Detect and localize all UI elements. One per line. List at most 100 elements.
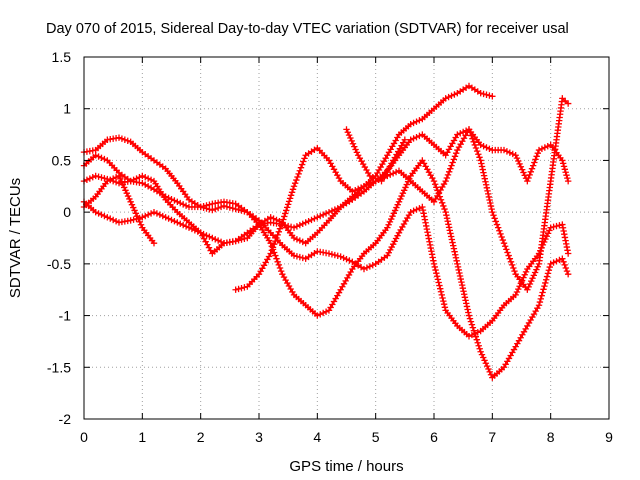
data-point bbox=[525, 174, 532, 182]
data-point bbox=[454, 131, 461, 138]
data-point bbox=[407, 121, 414, 128]
data-point bbox=[527, 168, 535, 176]
data-point bbox=[269, 244, 277, 251]
data-point bbox=[354, 185, 362, 193]
data-point bbox=[117, 175, 124, 183]
data-point bbox=[538, 292, 545, 299]
data-point bbox=[477, 141, 484, 149]
data-point bbox=[296, 221, 304, 229]
data-point bbox=[98, 211, 105, 218]
data-point bbox=[299, 220, 306, 227]
data-point bbox=[385, 249, 392, 256]
data-point bbox=[290, 234, 298, 242]
data-point bbox=[448, 236, 456, 243]
data-point bbox=[544, 270, 552, 277]
data-point bbox=[209, 206, 216, 214]
data-point bbox=[493, 221, 501, 228]
data-point bbox=[273, 234, 280, 242]
data-point bbox=[299, 254, 306, 262]
data-point bbox=[203, 232, 210, 239]
data-point bbox=[200, 230, 207, 238]
data-point bbox=[214, 237, 222, 244]
data-point bbox=[559, 160, 567, 167]
data-point bbox=[480, 90, 487, 98]
data-point bbox=[101, 212, 108, 220]
y-tick-label: -1.5 bbox=[47, 359, 71, 375]
data-point bbox=[360, 265, 368, 273]
data-point bbox=[500, 146, 508, 154]
data-point bbox=[488, 205, 495, 213]
data-point bbox=[369, 174, 376, 181]
data-point bbox=[465, 309, 472, 316]
data-point bbox=[290, 252, 298, 259]
data-point bbox=[392, 168, 400, 176]
data-point bbox=[348, 137, 355, 145]
data-point bbox=[334, 205, 341, 212]
data-point bbox=[206, 233, 213, 240]
data-point bbox=[132, 210, 140, 217]
data-point bbox=[319, 309, 327, 317]
data-point bbox=[127, 217, 134, 224]
data-point bbox=[410, 135, 417, 142]
data-point bbox=[560, 258, 567, 265]
data-point bbox=[506, 255, 514, 262]
data-point bbox=[413, 118, 420, 125]
data-point bbox=[300, 158, 307, 165]
data-point bbox=[156, 211, 164, 218]
data-point bbox=[293, 176, 300, 184]
data-point bbox=[469, 135, 476, 142]
data-point bbox=[439, 294, 446, 302]
data-point bbox=[289, 186, 297, 193]
data-point bbox=[477, 90, 484, 97]
data-point bbox=[302, 219, 309, 226]
data-point bbox=[468, 132, 475, 139]
data-point bbox=[472, 144, 480, 152]
data-point bbox=[501, 243, 509, 250]
data-point bbox=[456, 269, 463, 277]
data-point bbox=[559, 255, 566, 262]
data-point bbox=[470, 138, 477, 146]
data-point bbox=[563, 267, 571, 275]
data-point bbox=[197, 203, 204, 211]
data-point bbox=[317, 212, 324, 220]
data-point bbox=[328, 207, 336, 215]
data-point bbox=[461, 294, 469, 301]
data-point bbox=[177, 199, 184, 207]
data-point bbox=[526, 171, 533, 179]
data-point bbox=[388, 215, 395, 223]
data-point bbox=[168, 216, 175, 224]
data-point bbox=[534, 149, 542, 157]
data-point bbox=[410, 207, 417, 215]
data-point bbox=[451, 248, 458, 255]
data-point bbox=[434, 276, 442, 283]
data-point bbox=[136, 218, 143, 226]
series-track-3 bbox=[80, 157, 572, 381]
data-point bbox=[282, 210, 289, 217]
data-point bbox=[521, 271, 528, 278]
data-point bbox=[468, 321, 476, 328]
data-point bbox=[272, 237, 279, 245]
data-point bbox=[399, 189, 407, 197]
data-point bbox=[238, 284, 245, 292]
data-point bbox=[459, 284, 467, 292]
data-point bbox=[400, 187, 408, 194]
data-point bbox=[445, 93, 452, 101]
x-tick-label: 8 bbox=[547, 429, 555, 445]
data-point bbox=[509, 150, 516, 158]
data-point bbox=[442, 95, 449, 102]
data-point bbox=[174, 198, 181, 205]
data-point bbox=[273, 255, 280, 262]
data-point bbox=[481, 357, 488, 364]
data-point bbox=[535, 146, 543, 154]
y-tick-label: -1 bbox=[59, 308, 72, 324]
data-point bbox=[363, 264, 371, 271]
data-point bbox=[492, 218, 500, 225]
data-point bbox=[272, 252, 279, 259]
data-point bbox=[465, 333, 473, 340]
data-point bbox=[561, 261, 568, 269]
data-point bbox=[191, 227, 199, 234]
data-point bbox=[467, 318, 475, 325]
data-point bbox=[340, 254, 347, 262]
data-point bbox=[504, 249, 511, 256]
chart-title: Day 070 of 2015, Sidereal Day-to-day VTE… bbox=[46, 21, 569, 37]
